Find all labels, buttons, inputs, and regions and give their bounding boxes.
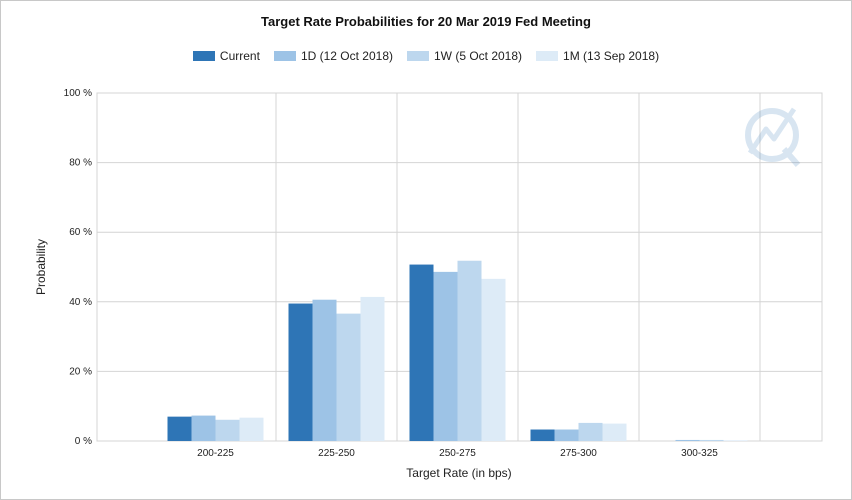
legend-label-1d: 1D (12 Oct 2018)	[300, 49, 393, 63]
legend-swatch-1d	[273, 51, 296, 61]
watermark-logo	[745, 107, 801, 167]
legend-swatch-1w	[406, 51, 429, 61]
legend-swatch-current	[192, 51, 215, 61]
bar[interactable]	[554, 429, 579, 441]
bar[interactable]	[457, 260, 482, 441]
bar[interactable]	[481, 278, 506, 441]
bar[interactable]	[288, 303, 313, 441]
bar[interactable]	[167, 416, 192, 441]
y-tick-label: 80 %	[69, 158, 92, 169]
bar[interactable]	[723, 440, 748, 441]
bar[interactable]	[360, 296, 385, 441]
legend-item-1w[interactable]: 1W (5 Oct 2018)	[406, 49, 523, 63]
bar[interactable]	[675, 439, 700, 441]
bar[interactable]	[239, 417, 264, 441]
bar[interactable]	[699, 439, 724, 441]
legend-label-current: Current	[219, 49, 260, 63]
bar[interactable]	[530, 429, 555, 441]
y-axis-ticks: 0 % 20 % 40 % 60 % 80 % 100 %	[64, 88, 92, 447]
bar[interactable]	[433, 271, 458, 441]
chart-title: Target Rate Probabilities for 20 Mar 201…	[261, 14, 591, 29]
bars	[167, 260, 748, 441]
x-tick-label: 250-275	[439, 448, 476, 459]
legend-item-current[interactable]: Current	[192, 49, 260, 63]
legend-swatch-1m	[536, 51, 559, 61]
x-axis-title: Target Rate (in bps)	[406, 466, 511, 480]
legend-item-1m[interactable]: 1M (13 Sep 2018)	[536, 49, 659, 63]
bar[interactable]	[602, 423, 627, 441]
y-axis-title: Probability	[34, 239, 48, 295]
x-tick-label: 300-325	[681, 448, 718, 459]
bar[interactable]	[409, 264, 434, 441]
bar[interactable]	[336, 313, 361, 441]
y-tick-label: 40 %	[69, 297, 92, 308]
legend-label-1w: 1W (5 Oct 2018)	[433, 49, 523, 63]
bar[interactable]	[215, 419, 240, 441]
legend-label-1m: 1M (13 Sep 2018)	[563, 49, 660, 63]
grid-lines	[97, 92, 822, 442]
x-tick-label: 225-250	[318, 448, 355, 459]
legend: Current 1D (12 Oct 2018) 1W (5 Oct 2018)…	[0, 49, 852, 63]
x-tick-label: 275-300	[560, 448, 597, 459]
bar[interactable]	[578, 422, 603, 441]
x-axis-ticks: 200-225 225-250 250-275 275-300 300-325	[197, 448, 718, 459]
bar[interactable]	[312, 299, 337, 441]
x-tick-label: 200-225	[197, 448, 234, 459]
y-tick-label: 60 %	[69, 227, 92, 238]
y-tick-label: 20 %	[69, 366, 92, 377]
legend-item-1d[interactable]: 1D (12 Oct 2018)	[273, 49, 393, 63]
y-tick-label: 0 %	[75, 436, 92, 447]
bar[interactable]	[191, 415, 216, 441]
y-tick-label: 100 %	[64, 88, 92, 99]
